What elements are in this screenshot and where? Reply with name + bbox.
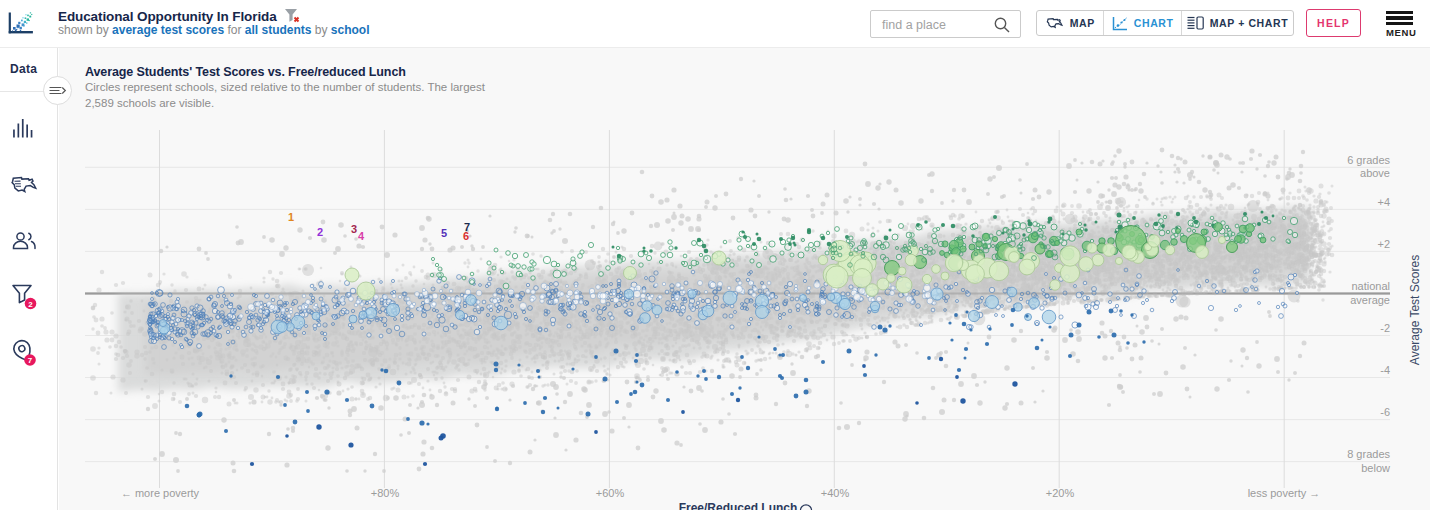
svg-text:+20%: +20% [1046, 487, 1075, 499]
svg-text:+80%: +80% [371, 487, 400, 499]
svg-text:-2: -2 [1380, 322, 1390, 334]
svg-text:7: 7 [28, 356, 33, 365]
svg-text:average: average [1350, 294, 1390, 306]
svg-text:3: 3 [351, 223, 357, 235]
svg-text:less poverty →: less poverty → [1248, 487, 1321, 499]
svg-text:4: 4 [358, 230, 365, 242]
svg-text:national: national [1351, 280, 1390, 292]
svg-text:below: below [1361, 462, 1390, 474]
svg-text:8 grades: 8 grades [1347, 448, 1390, 460]
svg-text:-4: -4 [1380, 364, 1390, 376]
svg-text:+60%: +60% [596, 487, 625, 499]
svg-text:above: above [1360, 167, 1390, 179]
svg-text:+4: +4 [1377, 196, 1390, 208]
svg-text:5: 5 [441, 227, 447, 239]
svg-text:+40%: +40% [821, 487, 850, 499]
svg-text:6 grades: 6 grades [1347, 154, 1390, 166]
svg-text:1: 1 [288, 211, 294, 223]
svg-text:-6: -6 [1380, 406, 1390, 418]
svg-text:← more poverty: ← more poverty [121, 487, 200, 499]
svg-text:+2: +2 [1377, 238, 1390, 250]
svg-text:Free/Reduced Lunch: Free/Reduced Lunch [679, 501, 798, 510]
svg-text:7: 7 [464, 221, 470, 233]
svg-text:2: 2 [317, 226, 323, 238]
svg-text:2: 2 [28, 300, 33, 309]
svg-text:Average Test Scores: Average Test Scores [1408, 255, 1422, 365]
